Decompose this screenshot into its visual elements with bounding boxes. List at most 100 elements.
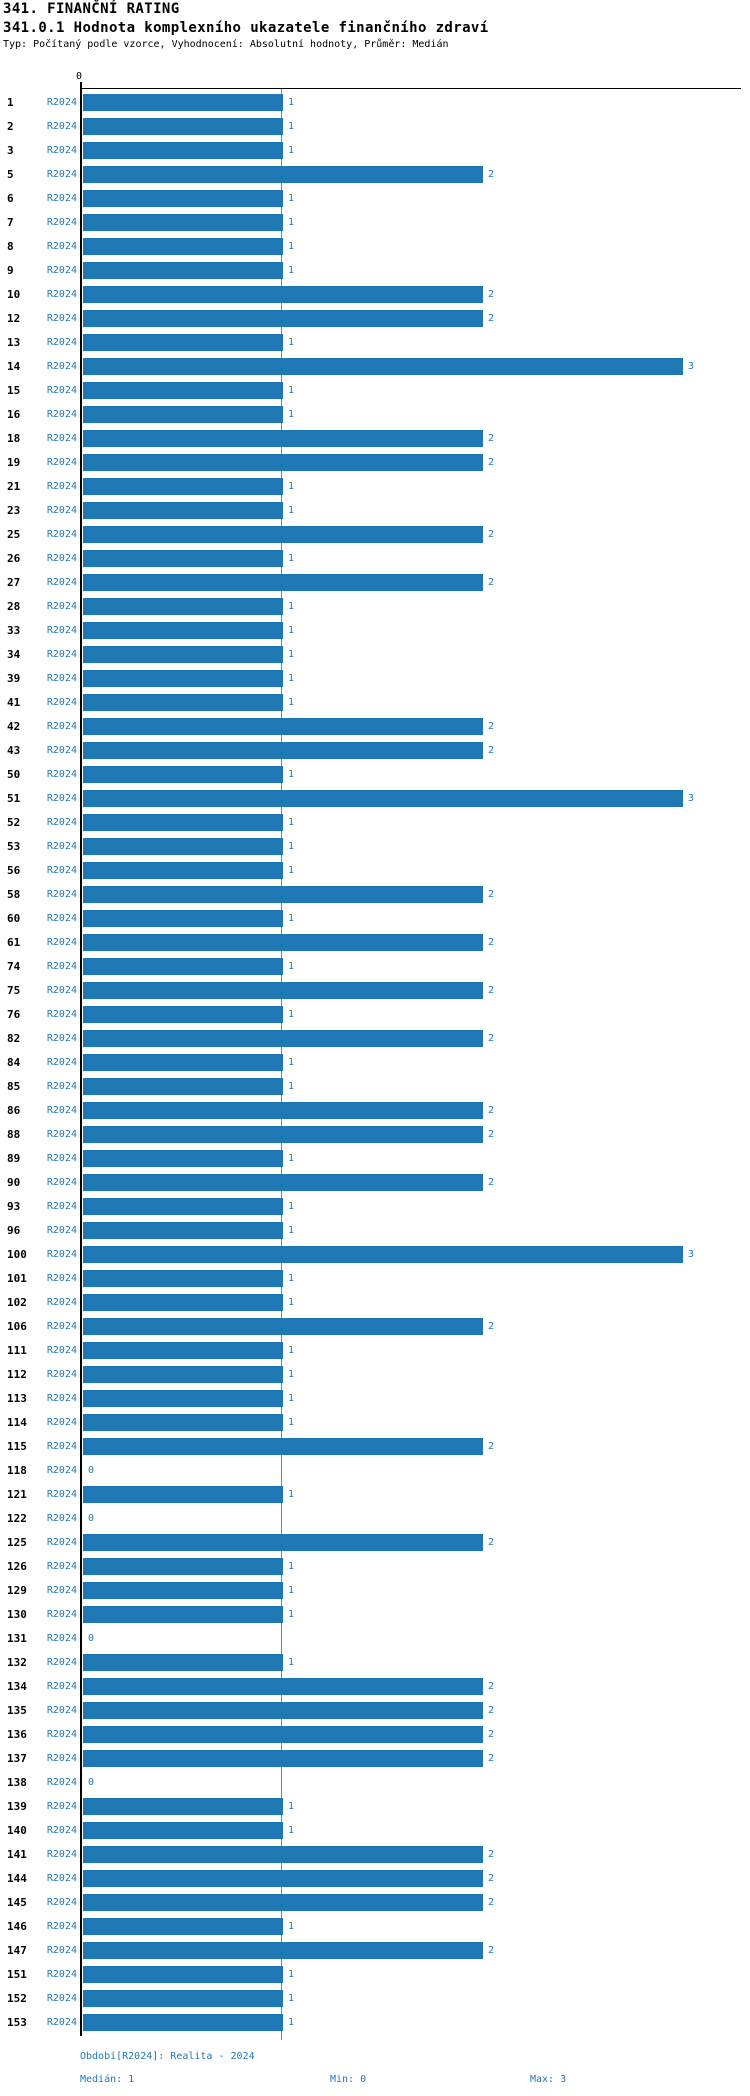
row-number-label: 9 (7, 264, 14, 277)
row-number-label: 21 (7, 480, 21, 493)
row-number-label: 27 (7, 576, 21, 589)
row-number-label: 152 (7, 1992, 27, 2005)
bar-value-label: 1 (288, 1417, 295, 1428)
row-series-label: R2024 (46, 985, 77, 996)
bar-value-label: 1 (288, 625, 295, 636)
row-number-label: 56 (7, 864, 21, 877)
bar-value-label: 2 (488, 1441, 495, 1452)
row-series-label: R2024 (46, 553, 77, 564)
row-number-label: 88 (7, 1128, 21, 1141)
row-series-label: R2024 (46, 961, 77, 972)
row-number-label: 93 (7, 1200, 21, 1213)
row-series-label: R2024 (46, 1201, 77, 1212)
value-bar (83, 934, 483, 951)
row-number-label: 106 (7, 1320, 27, 1333)
bar-value-label: 1 (288, 1825, 295, 1836)
y-axis-line (80, 88, 82, 2036)
value-bar (83, 1294, 283, 1311)
bar-value-label: 0 (88, 1633, 95, 1644)
value-bar (83, 214, 283, 231)
row-series-label: R2024 (46, 529, 77, 540)
row-number-label: 3 (7, 144, 14, 157)
value-bar (83, 1366, 283, 1383)
bar-value-label: 1 (288, 1081, 295, 1092)
row-number-label: 153 (7, 2016, 27, 2029)
row-series-label: R2024 (46, 649, 77, 660)
row-number-label: 144 (7, 1872, 27, 1885)
value-bar (83, 1918, 283, 1935)
bar-value-label: 2 (488, 1897, 495, 1908)
bar-value-label: 2 (488, 1729, 495, 1740)
value-bar (83, 1054, 283, 1071)
row-number-label: 53 (7, 840, 21, 853)
row-number-label: 111 (7, 1344, 27, 1357)
row-number-label: 138 (7, 1776, 27, 1789)
bar-value-label: 1 (288, 1609, 295, 1620)
value-bar (83, 1654, 283, 1671)
row-number-label: 100 (7, 1248, 27, 1261)
bar-value-label: 2 (488, 313, 495, 324)
value-bar (83, 1174, 483, 1191)
row-series-label: R2024 (46, 1777, 77, 1788)
value-bar (83, 526, 483, 543)
bar-value-label: 1 (288, 961, 295, 972)
value-bar (83, 1246, 683, 1263)
value-bar (83, 1750, 483, 1767)
row-series-label: R2024 (46, 1465, 77, 1476)
row-number-label: 89 (7, 1152, 21, 1165)
value-bar (83, 694, 283, 711)
row-series-label: R2024 (46, 745, 77, 756)
row-series-label: R2024 (46, 889, 77, 900)
row-number-label: 125 (7, 1536, 27, 1549)
value-bar (83, 838, 283, 855)
value-bar (83, 454, 483, 471)
row-number-label: 13 (7, 336, 21, 349)
row-series-label: R2024 (46, 1801, 77, 1812)
row-number-label: 140 (7, 1824, 27, 1837)
row-series-label: R2024 (46, 409, 77, 420)
bar-value-label: 1 (288, 385, 295, 396)
value-bar (83, 550, 283, 567)
row-number-label: 121 (7, 1488, 27, 1501)
value-bar (83, 1486, 283, 1503)
row-number-label: 25 (7, 528, 21, 541)
row-number-label: 52 (7, 816, 21, 829)
row-number-label: 132 (7, 1656, 27, 1669)
value-bar (83, 286, 483, 303)
bar-value-label: 1 (288, 1969, 295, 1980)
bar-value-label: 2 (488, 457, 495, 468)
value-bar (83, 910, 283, 927)
row-series-label: R2024 (46, 1489, 77, 1500)
row-number-label: 112 (7, 1368, 27, 1381)
row-series-label: R2024 (46, 1177, 77, 1188)
value-bar (83, 1030, 483, 1047)
value-bar (83, 478, 283, 495)
value-bar (83, 262, 283, 279)
bar-value-label: 1 (288, 1057, 295, 1068)
row-series-label: R2024 (46, 1561, 77, 1572)
row-series-label: R2024 (46, 577, 77, 588)
row-series-label: R2024 (46, 1369, 77, 1380)
value-bar (83, 1846, 483, 1863)
row-number-label: 86 (7, 1104, 21, 1117)
row-series-label: R2024 (46, 1081, 77, 1092)
bar-value-label: 1 (288, 1369, 295, 1380)
row-number-label: 136 (7, 1728, 27, 1741)
row-number-label: 15 (7, 384, 21, 397)
row-number-label: 61 (7, 936, 21, 949)
bar-value-label: 1 (288, 553, 295, 564)
row-number-label: 51 (7, 792, 21, 805)
value-bar (83, 646, 283, 663)
row-series-label: R2024 (46, 1993, 77, 2004)
row-series-label: R2024 (46, 361, 77, 372)
row-series-label: R2024 (46, 1753, 77, 1764)
row-series-label: R2024 (46, 1633, 77, 1644)
value-bar (83, 862, 283, 879)
row-number-label: 82 (7, 1032, 21, 1045)
row-number-label: 145 (7, 1896, 27, 1909)
row-series-label: R2024 (46, 145, 77, 156)
row-number-label: 139 (7, 1800, 27, 1813)
bar-value-label: 1 (288, 241, 295, 252)
bar-value-label: 1 (288, 1921, 295, 1932)
